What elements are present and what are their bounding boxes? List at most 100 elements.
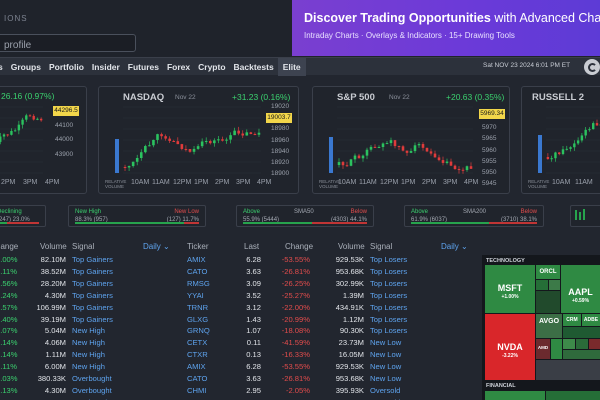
breadth-advancing-declining[interactable]: Declining (247) 23.0% [0, 205, 46, 227]
heatmap-tile-avgo[interactable]: AVGO [536, 314, 562, 338]
cell-signal[interactable]: New High [72, 362, 105, 372]
cell-ticker[interactable]: YYAI [187, 290, 204, 300]
heatmap-tile-small-4[interactable] [563, 327, 600, 338]
cell-signal[interactable]: Top Gainers [72, 314, 113, 324]
nav-item-portfolio[interactable]: Portfolio [48, 62, 84, 72]
cell-ticker[interactable]: TRNR [187, 302, 209, 312]
cell-signal[interactable]: New High [72, 350, 105, 360]
candle [217, 139, 220, 141]
cell-signal[interactable]: New Low [370, 350, 402, 360]
heatmap-tile-small-1[interactable] [536, 280, 548, 290]
heatmap-tile-small-2[interactable] [549, 280, 560, 290]
heatmap-tile-small-6[interactable] [563, 339, 575, 349]
cell-ticker[interactable]: CHMI [187, 385, 207, 395]
cell-signal[interactable]: New Low [370, 338, 402, 348]
chart-plot [0, 106, 43, 174]
cell-signal[interactable]: Top Losers [370, 302, 408, 312]
cell-signal[interactable]: Top Gainers [72, 290, 113, 300]
heatmap-tile-crm[interactable]: CRM [563, 314, 581, 326]
cell-signal[interactable]: Top Losers [370, 314, 408, 324]
cell-ticker[interactable]: UAVS [187, 398, 207, 400]
nav-item-s[interactable]: s [0, 62, 3, 72]
cell-signal[interactable]: Oversold [370, 385, 401, 395]
heatmap-tile-adbe[interactable]: ADBE [582, 314, 600, 326]
left-header-change[interactable]: hange [0, 242, 19, 251]
candle [595, 123, 599, 126]
heatmap-tile-financial-1[interactable] [485, 391, 545, 400]
cell-signal[interactable]: Top Gainers [72, 302, 113, 312]
candle [554, 152, 557, 159]
search-input[interactable] [0, 37, 135, 54]
right-header-last[interactable]: Last [244, 242, 260, 251]
heatmap-tile-small-3[interactable] [536, 291, 560, 313]
cell-signal[interactable]: Top Losers [370, 266, 408, 276]
cell-ticker[interactable]: CATO [187, 266, 208, 276]
cell-ticker[interactable]: GRNQ [187, 326, 210, 336]
cell-signal[interactable]: New High [72, 338, 105, 348]
cell-signal[interactable]: Top Gainers [72, 266, 113, 276]
cell-ticker[interactable]: CTXR [187, 350, 208, 360]
heatmap-tile-amd[interactable]: AMD [536, 339, 550, 359]
nav-item-backtests[interactable]: Backtests [233, 62, 274, 72]
nav-item-elite[interactable]: Elite [277, 58, 306, 76]
theme-toggle-icon[interactable] [584, 59, 600, 75]
right-header-signal[interactable]: Signal [370, 242, 393, 251]
heatmap-tile-small-8[interactable] [589, 339, 600, 349]
right-header-ticker[interactable]: Ticker [187, 242, 209, 251]
cell-signal[interactable]: Top Losers [370, 290, 408, 300]
nav-item-forex[interactable]: Forex [166, 62, 191, 72]
cell-signal[interactable]: Overbought [72, 385, 112, 395]
breadth-sma200[interactable]: Above Below SMA200 61.9% (6037) (3710) 38.1% [404, 205, 544, 227]
cell-signal[interactable]: Top Losers [370, 255, 408, 264]
breadth-sma50[interactable]: Above Below SMA50 55.9% (5444) (4303) 44.1% [236, 205, 374, 227]
cell-ticker[interactable]: AMIX [187, 362, 206, 372]
y-tick-label: 5960 [482, 146, 497, 154]
right-header-volume[interactable]: Volume [338, 242, 365, 251]
cell-signal[interactable]: Top Gainers [72, 255, 113, 264]
search-box[interactable] [0, 34, 136, 54]
cell-signal[interactable]: Top Losers [370, 278, 408, 288]
chart-dow[interactable]: 26.16 (0.97%)442004410044000439002PM3PM4… [0, 86, 87, 194]
cell-signal[interactable]: New High [72, 326, 105, 336]
cell-signal[interactable]: New Low [370, 362, 402, 372]
heatmap-tile-small-5[interactable] [551, 339, 562, 359]
right-header-change[interactable]: Change [285, 242, 314, 251]
nav-item-crypto[interactable]: Crypto [198, 62, 226, 72]
nav-item-groups[interactable]: Groups [10, 62, 41, 72]
heatmap-tile-small-9[interactable] [563, 350, 600, 359]
cell-signal[interactable]: Overbought [72, 398, 112, 400]
promo-banner[interactable]: Discover Trading Opportunities with Adva… [292, 0, 600, 56]
cell-ticker[interactable]: RMSG [187, 278, 210, 288]
nav-item-insider[interactable]: Insider [91, 62, 120, 72]
left-timeframe-select[interactable]: Daily ⌄ [143, 242, 170, 251]
cell-signal[interactable]: Overbought [72, 374, 112, 383]
nav-item-futures[interactable]: Futures [127, 62, 159, 72]
breadth-new-high-low[interactable]: New High New Low 88.3% (957) (127) 11.7% [68, 205, 206, 227]
heatmap-tile-financial-2[interactable] [546, 391, 600, 400]
heatmap-tile-small-7[interactable] [576, 339, 588, 349]
candle [550, 158, 553, 160]
left-header-volume[interactable]: Volume [40, 242, 67, 251]
cell-signal[interactable]: Top Gainers [72, 278, 113, 288]
chart-russell[interactable]: RUSSELL 2 10AM 11AM RELATIVE VOLUME [521, 86, 600, 194]
cell-signal[interactable]: Oversold [370, 398, 400, 400]
candle [584, 129, 587, 136]
heatmap-tile-small-10[interactable] [536, 360, 600, 380]
heatmap-tile-msft[interactable]: MSFT +1.00% [485, 265, 535, 313]
cell-ticker[interactable]: CATO [187, 374, 208, 383]
breadth-extra[interactable] [570, 205, 600, 227]
cell-ticker[interactable]: CETX [187, 338, 208, 348]
x-tick-label: 11AM [575, 179, 593, 186]
left-header-signal[interactable]: Signal [72, 242, 95, 251]
sector-heatmap[interactable]: TECHNOLOGY MSFT +1.00% ORCL AAPL +0.59% … [482, 255, 600, 400]
heatmap-tile-aapl[interactable]: AAPL +0.59% [561, 265, 600, 313]
cell-ticker[interactable]: GLXG [187, 314, 209, 324]
cell-ticker[interactable]: AMIX [187, 255, 206, 264]
right-timeframe-select[interactable]: Daily ⌄ [441, 242, 468, 251]
heatmap-tile-orcl[interactable]: ORCL [536, 265, 560, 279]
cell-signal[interactable]: New Low [370, 374, 402, 383]
heatmap-tile-nvda[interactable]: NVDA -3.22% [485, 314, 535, 380]
cell-signal[interactable]: Top Losers [370, 326, 408, 336]
